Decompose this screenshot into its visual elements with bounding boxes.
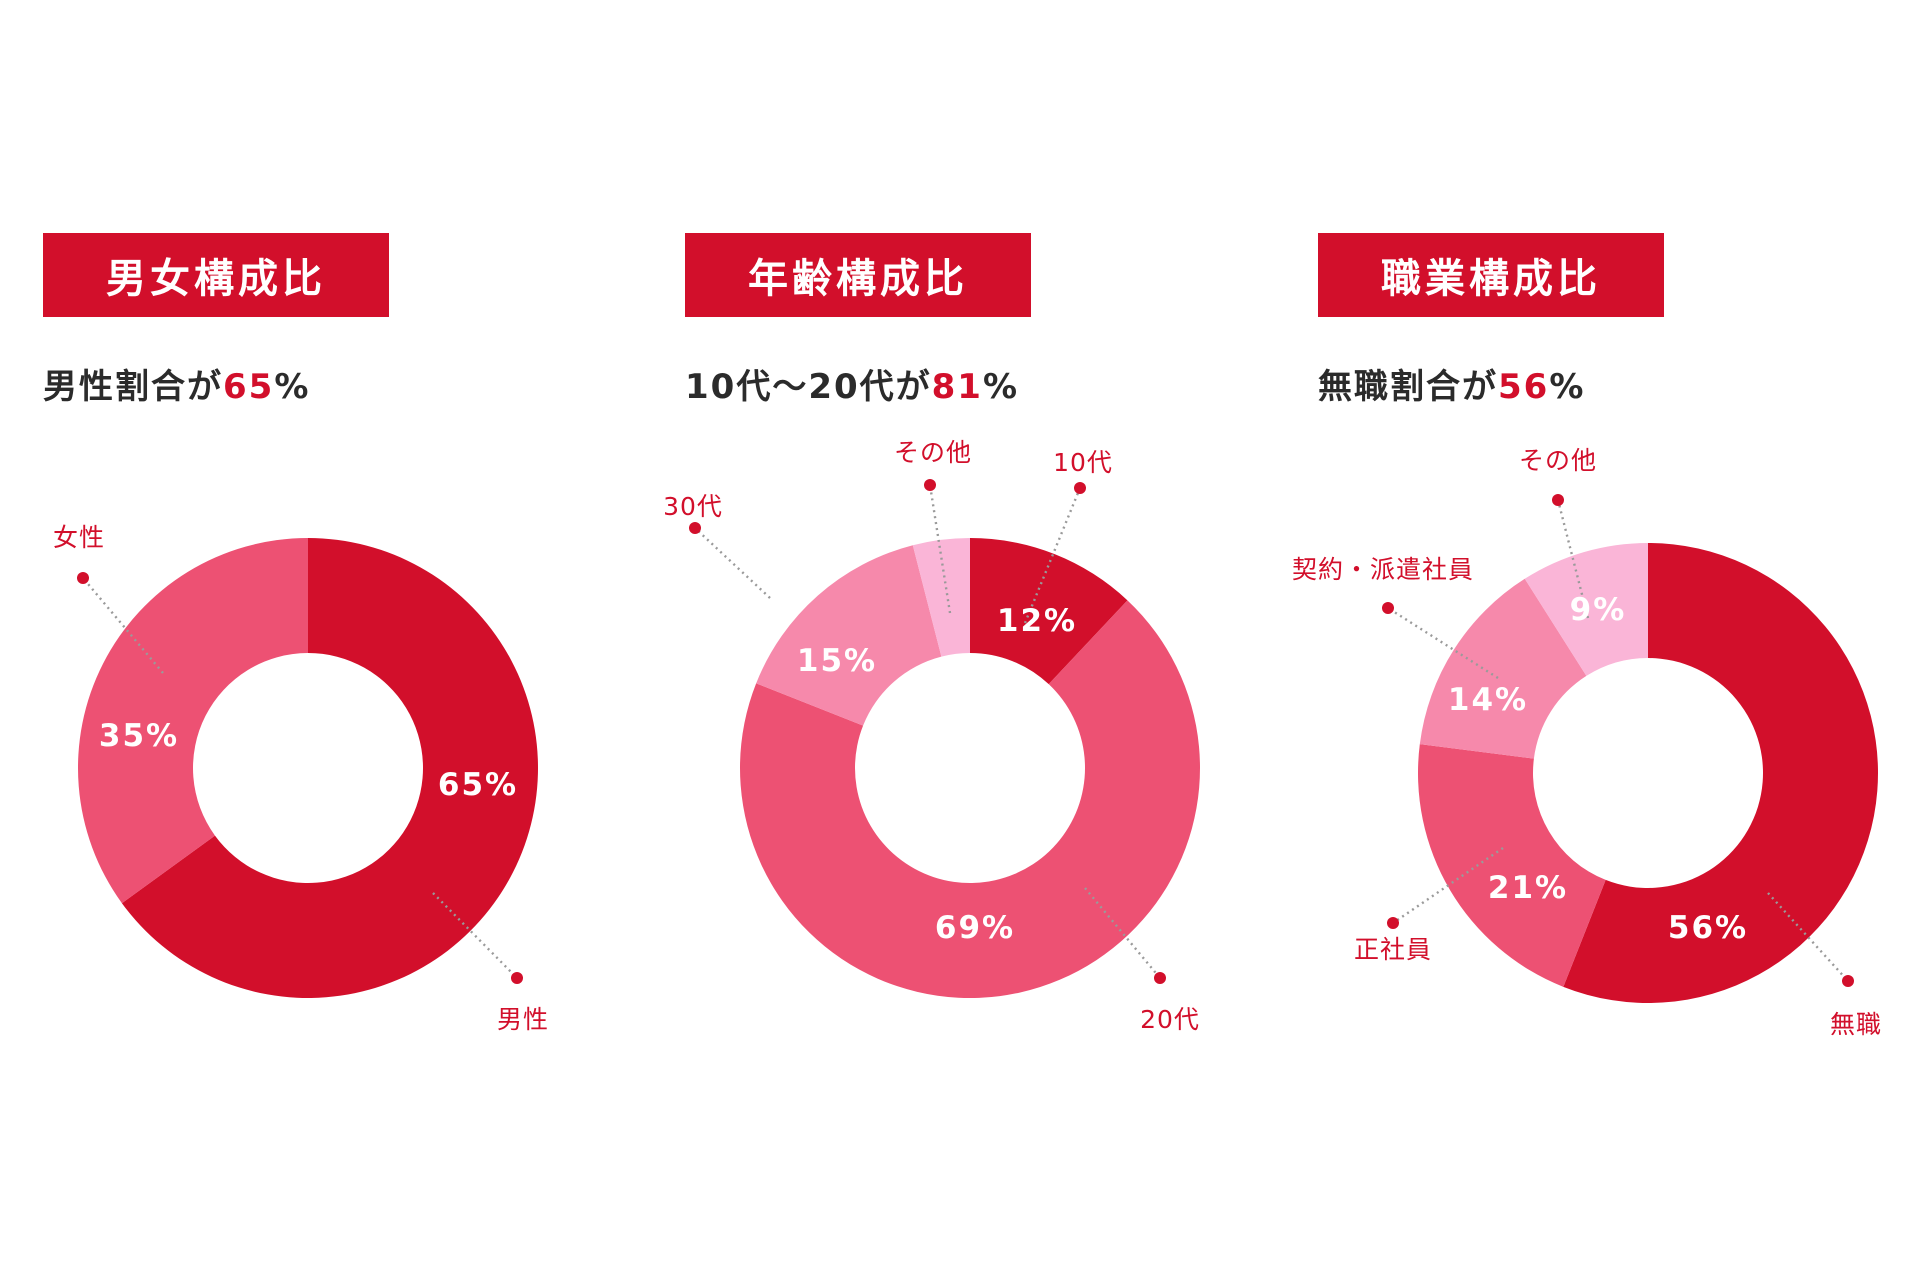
slices (1418, 543, 1878, 1003)
callout-line (1387, 606, 1499, 680)
section-header: 男女構成比 (43, 233, 389, 317)
slices (78, 538, 539, 999)
category-label: 女性 (53, 523, 105, 552)
donut-chart-gender: 男性 女性 65% 35% (53, 523, 549, 1034)
donut-slice (970, 538, 1128, 685)
callout-line (1556, 499, 1590, 619)
callout-dot (1552, 494, 1564, 506)
summary-suffix: % (274, 367, 311, 407)
donut-chart-occupation: 無職 正社員 契約・派遣社員 その他 56% 21% 14% 9% (1292, 446, 1881, 1039)
summary-value: 81 (931, 367, 983, 407)
callout-line (1084, 887, 1161, 979)
donut-slice (78, 538, 308, 904)
summary-suffix: % (982, 367, 1020, 407)
callout-dot (924, 479, 936, 491)
callout-line (1023, 487, 1082, 624)
donut-slice (1563, 543, 1878, 1003)
slice-labels: 65% 35% (99, 718, 518, 803)
summary-prefix: 男性割合が (43, 367, 223, 407)
summary-value: 65 (223, 367, 275, 407)
summary-text: 無職割合が56% (1318, 359, 1585, 408)
callouts: 男性 女性 (53, 523, 549, 1034)
summary-text: 10代〜20代が81% (685, 359, 1019, 408)
callout-dot (1154, 972, 1166, 984)
section-header: 職業構成比 (1318, 233, 1664, 317)
callout-line (694, 527, 771, 599)
panel-occupation: 職業構成比 無職割合が56% 無職 正社員 契約・派遣社員 その他 56% 21% 14% 9… (1292, 233, 1881, 1053)
slice-labels: 56% 21% 14% 9% (1448, 592, 1748, 946)
donut-slice (121, 538, 539, 999)
category-label: 10代 (1053, 448, 1113, 477)
slice-value-label: 35% (99, 718, 179, 754)
callout-line (1392, 847, 1504, 924)
callout-line (1767, 892, 1849, 982)
summary-value: 56 (1498, 367, 1550, 407)
donut-slice (912, 538, 970, 657)
callout-dot (1074, 482, 1086, 494)
category-label: 無職 (1830, 1010, 1882, 1039)
category-label: 30代 (663, 492, 723, 521)
category-label: 契約・派遣社員 (1292, 555, 1474, 584)
slice-value-label: 21% (1488, 870, 1568, 906)
category-label: 男性 (497, 1005, 549, 1034)
slice-value-label: 14% (1448, 682, 1528, 718)
slice-value-label: 9% (1570, 592, 1627, 628)
donut-slice (1524, 543, 1648, 676)
category-label: その他 (894, 438, 972, 467)
summary-suffix: % (1549, 367, 1586, 407)
summary-prefix: 無職割合が (1318, 367, 1498, 407)
slice-value-label: 56% (1668, 910, 1748, 946)
donut-slice (756, 545, 942, 726)
category-label: 20代 (1140, 1005, 1200, 1034)
callout-dot (77, 572, 89, 584)
callout-dot (1382, 602, 1394, 614)
slice-value-label: 15% (797, 643, 877, 679)
callout-dot (1387, 917, 1399, 929)
donut-chart-age: 10代 20代 30代 その他 12% 69% 15% (663, 438, 1200, 1034)
category-label: その他 (1519, 446, 1597, 475)
callouts: 無職 正社員 契約・派遣社員 その他 (1292, 446, 1882, 1039)
donut-slice (1419, 578, 1587, 759)
callout-dot (1842, 975, 1854, 987)
section-header: 年齢構成比 (685, 233, 1031, 317)
callouts: 10代 20代 30代 その他 (663, 438, 1200, 1034)
slice-value-label: 12% (997, 603, 1077, 639)
slice-labels: 12% 69% 15% (797, 603, 1077, 946)
donut-slice (1418, 744, 1606, 987)
slice-value-label: 69% (935, 910, 1015, 946)
summary-prefix: 10代〜20代が (685, 367, 932, 407)
donut-slice (740, 600, 1200, 998)
summary-text: 男性割合が65% (43, 359, 310, 408)
slice-value-label: 65% (438, 767, 518, 803)
callout-line (432, 892, 518, 979)
panel-gender: 男女構成比 男性割合が65% 男性 女性 65% 35% (43, 233, 603, 1053)
callout-line (82, 577, 164, 674)
callout-dot (511, 972, 523, 984)
callout-dot (689, 522, 701, 534)
panel-age: 年齢構成比 10代〜20代が81% 10代 20代 30代 その他 12% 69% 15% (663, 233, 1245, 1053)
category-label: 正社員 (1354, 935, 1432, 964)
slices (740, 538, 1200, 998)
